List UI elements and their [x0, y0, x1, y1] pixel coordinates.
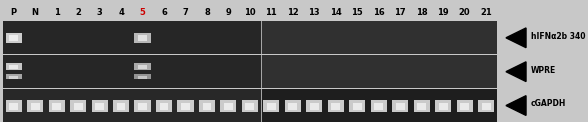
Bar [245, 103, 255, 110]
Bar [457, 100, 473, 112]
Bar [9, 35, 18, 41]
Text: 10: 10 [244, 8, 256, 17]
Bar [27, 100, 43, 112]
Text: 7: 7 [183, 8, 188, 17]
Bar [260, 21, 497, 54]
Bar [6, 63, 22, 70]
Text: 16: 16 [373, 8, 385, 17]
Bar [375, 103, 383, 110]
Bar [202, 103, 211, 110]
Bar [482, 103, 490, 110]
Text: 13: 13 [309, 8, 320, 17]
Text: 5: 5 [139, 8, 145, 17]
Bar [392, 100, 408, 112]
Bar [70, 100, 86, 112]
Bar [285, 100, 301, 112]
Bar [310, 103, 319, 110]
Bar [328, 100, 344, 112]
Text: 11: 11 [266, 8, 278, 17]
Bar [52, 103, 61, 110]
Bar [242, 100, 258, 112]
Bar [199, 100, 215, 112]
Polygon shape [506, 62, 526, 81]
Bar [289, 103, 298, 110]
Bar [138, 35, 147, 41]
Bar [3, 55, 260, 88]
Bar [260, 89, 497, 122]
Bar [332, 103, 340, 110]
Text: P: P [11, 8, 16, 17]
Text: 19: 19 [437, 8, 449, 17]
Text: 9: 9 [226, 8, 231, 17]
Bar [138, 103, 147, 110]
Bar [417, 103, 426, 110]
Bar [156, 100, 172, 112]
Bar [435, 100, 451, 112]
Bar [3, 89, 260, 122]
Bar [135, 74, 151, 79]
Polygon shape [506, 96, 526, 115]
Bar [31, 103, 39, 110]
Text: 6: 6 [161, 8, 167, 17]
Text: 14: 14 [330, 8, 342, 17]
Text: 2: 2 [75, 8, 81, 17]
Bar [113, 100, 129, 112]
Bar [135, 63, 151, 70]
Bar [74, 103, 82, 110]
Bar [181, 103, 190, 110]
Text: 15: 15 [352, 8, 363, 17]
Bar [439, 103, 447, 110]
Bar [6, 100, 22, 112]
Text: WPRE: WPRE [530, 66, 556, 75]
Bar [135, 100, 151, 112]
Text: cGAPDH: cGAPDH [530, 99, 566, 108]
Bar [138, 76, 147, 78]
Bar [138, 65, 147, 69]
Bar [224, 103, 233, 110]
Bar [135, 33, 151, 43]
Bar [460, 103, 469, 110]
Bar [6, 74, 22, 79]
Polygon shape [506, 28, 526, 48]
Bar [349, 100, 365, 112]
Bar [6, 33, 22, 43]
Text: 18: 18 [416, 8, 427, 17]
Bar [9, 103, 18, 110]
Text: 17: 17 [395, 8, 406, 17]
Bar [370, 100, 387, 112]
Bar [263, 100, 279, 112]
Bar [267, 103, 276, 110]
Bar [353, 103, 362, 110]
Text: hIFNα2b 340: hIFNα2b 340 [530, 32, 585, 41]
Bar [306, 100, 322, 112]
Text: 1: 1 [54, 8, 59, 17]
Bar [95, 103, 104, 110]
Text: 3: 3 [96, 8, 102, 17]
Bar [220, 100, 236, 112]
Bar [92, 100, 108, 112]
Bar [396, 103, 405, 110]
Bar [9, 65, 18, 69]
Text: 8: 8 [204, 8, 210, 17]
Bar [3, 21, 260, 54]
Bar [159, 103, 168, 110]
Bar [478, 100, 494, 112]
Bar [9, 76, 18, 78]
Bar [49, 100, 65, 112]
Bar [116, 103, 125, 110]
Text: 20: 20 [459, 8, 470, 17]
Text: N: N [32, 8, 39, 17]
Bar [178, 100, 193, 112]
Bar [260, 55, 497, 88]
Text: 21: 21 [480, 8, 492, 17]
Bar [413, 100, 430, 112]
Text: 4: 4 [118, 8, 124, 17]
Text: 12: 12 [287, 8, 299, 17]
